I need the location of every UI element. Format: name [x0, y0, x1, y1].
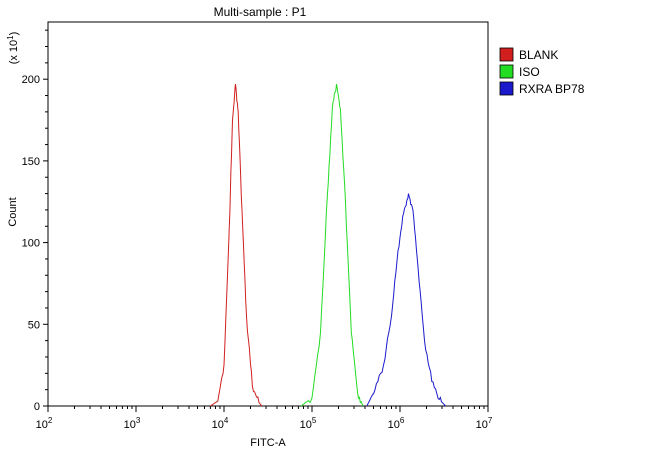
series-line-rxra-bp78	[366, 193, 446, 407]
series-line-blank	[210, 84, 263, 407]
x-tick-label: 103	[124, 416, 141, 431]
y-tick-label: 0	[34, 401, 40, 413]
y-axis-label: Count	[7, 197, 19, 226]
x-tick-label: 106	[388, 416, 405, 431]
chart-title: Multi-sample : P1	[214, 5, 307, 19]
legend-swatch	[499, 81, 514, 96]
plot-frame	[47, 21, 489, 407]
x-axis-label: FITC-A	[250, 437, 286, 449]
y-tick-label: 50	[28, 319, 40, 331]
legend-label: BLANK	[519, 48, 558, 62]
legend-label: RXRA BP78	[519, 82, 585, 96]
legend-swatch	[499, 64, 514, 79]
x-tick-label: 104	[212, 416, 229, 431]
y-axis-ticks: 0 50 100 150 200	[22, 29, 48, 413]
x-tick-label: 107	[476, 416, 493, 431]
series-line-iso	[300, 84, 364, 407]
y-tick-label: 200	[22, 74, 40, 86]
y-multiplier-label: (x 101)	[6, 32, 20, 65]
legend-swatch	[499, 47, 514, 62]
y-tick-label: 150	[22, 156, 40, 168]
legend-label: ISO	[519, 65, 540, 79]
series-lines	[210, 84, 446, 407]
x-axis-ticks: 102 103 104 105 106 107	[36, 406, 493, 431]
y-tick-label: 100	[22, 238, 40, 250]
x-tick-label: 105	[300, 416, 317, 431]
x-tick-label: 102	[36, 416, 53, 431]
legend: BLANK ISO RXRA BP78	[499, 47, 585, 96]
